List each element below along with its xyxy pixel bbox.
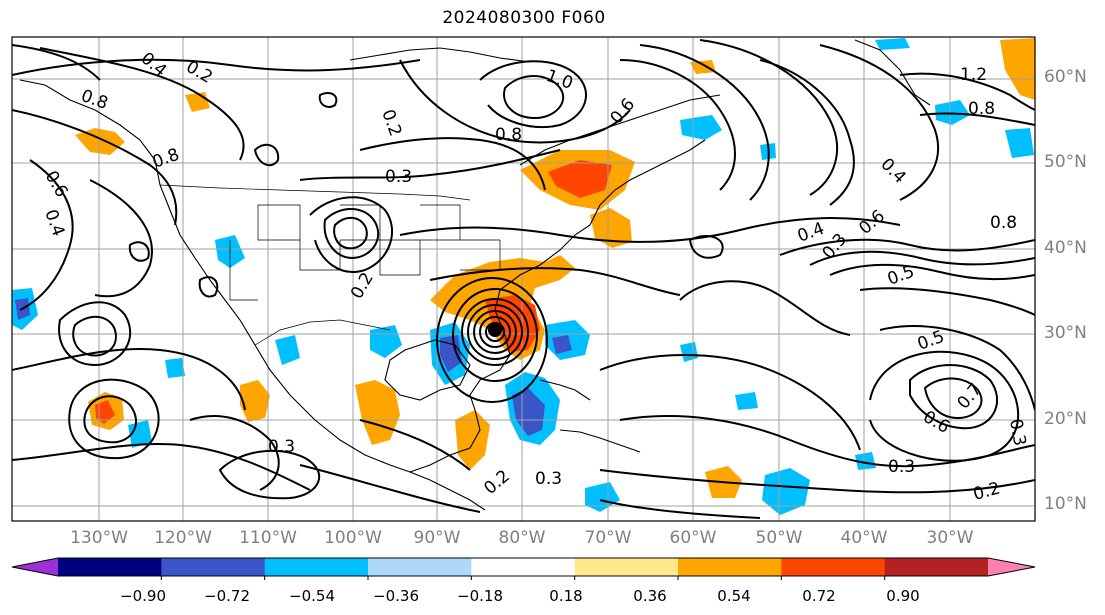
lon-label-50w: 50°W	[755, 528, 803, 548]
fill-orange-baja	[240, 380, 270, 422]
fill-blue-pacific-small	[165, 358, 185, 378]
lon-label-60w: 60°W	[669, 528, 717, 548]
colorbar-tick-label: −0.72	[204, 587, 250, 605]
contour-label: 0.3	[535, 469, 562, 489]
colorbar-segment	[264, 558, 369, 576]
lon-label-90w: 90°W	[413, 528, 461, 548]
fill-red-pacific-low	[95, 400, 115, 424]
lon-label-30w: 30°W	[926, 528, 974, 548]
fill-blue-atlantic-2	[935, 100, 970, 125]
fill-blue-southwest-us	[275, 335, 300, 365]
lon-label-110w: 110°W	[239, 528, 297, 548]
fill-darkblue-east-hurricane	[552, 335, 572, 354]
fill-red-north-atlantic	[548, 160, 612, 198]
lat-label-40n: 40°N	[1044, 238, 1087, 258]
colorbar	[11, 557, 1036, 580]
colorbar-tick-label: −0.18	[457, 587, 503, 605]
colorbar-tick-label: 0.36	[633, 587, 667, 605]
colorbar-segment	[574, 558, 679, 576]
colorbar-arrow-low	[12, 558, 58, 576]
fill-blue-greenland-small	[875, 38, 910, 50]
lon-label-120w: 120°W	[154, 528, 212, 548]
fill-blue-southwest	[762, 468, 810, 515]
contour-label: 0.8	[968, 99, 995, 119]
colorbar-tick-label: −0.36	[373, 587, 419, 605]
lon-label-70w: 70°W	[584, 528, 632, 548]
contour-label: 1.2	[960, 65, 987, 85]
contour-label: 0.8	[495, 125, 522, 145]
fill-blue-atlantic-1	[680, 115, 722, 140]
colorbar-tick-label: 0.54	[717, 587, 751, 605]
contour-label: 0.3	[1005, 417, 1029, 447]
colorbar-segment	[471, 558, 576, 576]
colorbar-tick-label: −0.54	[289, 587, 335, 605]
map-title: 2024080300 F060	[442, 8, 606, 28]
colorbar-tick-label: −0.90	[120, 587, 166, 605]
fill-blue-atl-mid-2	[735, 392, 758, 410]
fill-blue-midwest	[370, 325, 402, 358]
contour-label: 0.3	[385, 167, 412, 187]
fill-blue-atl-far	[855, 452, 876, 470]
fill-orange-alaska	[75, 128, 125, 155]
fill-orange-gulf	[455, 410, 490, 470]
colorbar-segment	[58, 558, 162, 576]
fill-orange-small-2	[690, 60, 716, 74]
graticule	[12, 37, 1035, 521]
colorbar-tick-label: 0.18	[549, 587, 583, 605]
colorbar-segment	[781, 558, 886, 576]
lat-label-10n: 10°N	[1044, 494, 1087, 514]
lon-label-130w: 130°W	[70, 528, 128, 548]
lat-label-30n: 30°N	[1044, 323, 1087, 343]
anomaly-fills	[12, 38, 1035, 515]
political-borders	[159, 184, 501, 346]
colorbar-tick-label: 0.90	[886, 587, 920, 605]
fill-red-hurricane	[485, 295, 540, 352]
colorbar-outline	[11, 557, 1036, 577]
colorbar-tick-label: 0.72	[802, 587, 836, 605]
colorbar-segment	[884, 558, 989, 576]
fill-darkblue-caribbean	[512, 388, 545, 436]
colorbar-arrow-high	[988, 558, 1035, 576]
lat-label-50n: 50°N	[1044, 152, 1087, 172]
lat-label-60n: 60°N	[1044, 67, 1087, 87]
contour-label: 0.3	[888, 457, 915, 477]
lat-label-20n: 20°N	[1044, 409, 1087, 429]
contour-label: 0.8	[990, 213, 1017, 233]
colorbar-segment	[678, 558, 782, 576]
colorbar-segment	[161, 558, 266, 576]
colorbar-segment	[368, 558, 472, 576]
fill-blue-pacific-2	[128, 420, 152, 448]
fill-blue-caribbean-east	[585, 482, 620, 512]
fill-darkblue-gulf-west	[440, 335, 462, 372]
fill-orange-newfoundland	[590, 208, 632, 248]
fill-blue-atlantic-3	[1005, 128, 1034, 158]
map-plot: 0.4 0.2 0.8 0.6 0.4 0.8 0.3 1.0 0.2 0.8 …	[12, 37, 1035, 521]
hurricane-eye	[488, 323, 502, 337]
lon-label-40w: 40°W	[840, 528, 888, 548]
lon-label-100w: 100°W	[324, 528, 382, 548]
contour-label: 0.3	[268, 437, 295, 457]
fill-orange-greenland	[1000, 38, 1035, 100]
contour-lines	[12, 39, 1035, 519]
hurricane-contours	[436, 277, 548, 403]
map-frame	[11, 36, 1036, 522]
lon-label-80w: 80°W	[498, 528, 546, 548]
